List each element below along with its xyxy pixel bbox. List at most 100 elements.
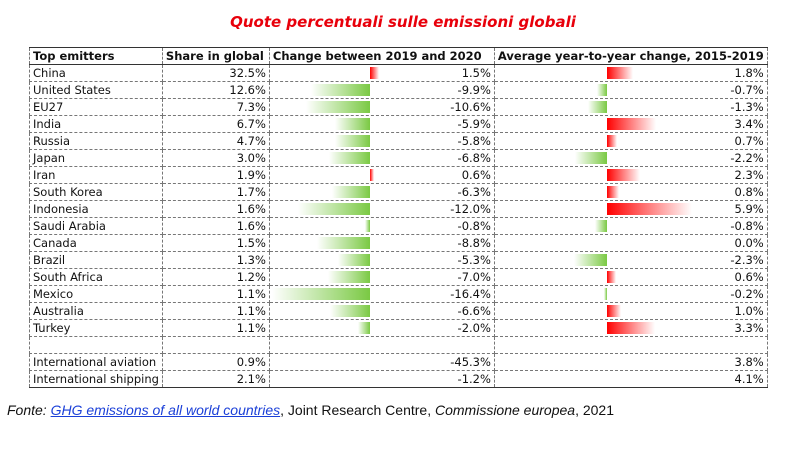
- avg-change-cell: 5.9%: [493, 200, 768, 218]
- avg-change-value: 4.1%: [493, 370, 768, 388]
- empty-cell: [29, 336, 163, 354]
- avg-change-cell: 2.3%: [493, 166, 768, 184]
- emissions-table: Top emitters Share in global Change betw…: [29, 47, 768, 388]
- emitter-name: Indonesia: [29, 200, 163, 218]
- change-cell-value: -6.3%: [457, 185, 491, 199]
- table-row: EU27 7.3% -10.6% -1.3%: [29, 98, 768, 116]
- table-row: Turkey 1.1% -2.0% 3.3%: [29, 319, 768, 337]
- share-value: 6.7%: [161, 115, 270, 133]
- negative-bar: [573, 254, 607, 266]
- share-value: 1.2%: [161, 268, 270, 286]
- change-cell-value: -5.8%: [457, 134, 491, 148]
- negative-bar: [575, 152, 607, 164]
- source-link[interactable]: GHG emissions of all world countries: [50, 402, 281, 418]
- table-row: Japan 3.0% -6.8% -2.2%: [29, 149, 768, 167]
- avg-change-cell: 1.0%: [493, 302, 768, 320]
- negative-bar: [271, 288, 370, 300]
- avg-change-cell-value: 1.0%: [734, 304, 764, 318]
- avg-change-cell-value: 1.8%: [734, 66, 764, 80]
- negative-bar: [588, 101, 607, 113]
- empty-cell: [493, 336, 768, 354]
- negative-bar: [332, 186, 370, 198]
- avg-change-cell: 3.3%: [493, 319, 768, 337]
- negative-bar: [595, 220, 607, 232]
- avg-change-cell-value: 2.3%: [734, 168, 764, 182]
- change-cell: -2.0%: [268, 319, 495, 337]
- change-cell-value: -2.0%: [457, 321, 491, 335]
- table-row: Australia 1.1% -6.6% 1.0%: [29, 302, 768, 320]
- change-cell: -16.4%: [268, 285, 495, 303]
- table-row: South Africa 1.2% -7.0% 0.6%: [29, 268, 768, 286]
- change-cell-value: -5.3%: [457, 253, 491, 267]
- avg-change-cell-value: -0.2%: [730, 287, 764, 301]
- share-value: 7.3%: [161, 98, 270, 116]
- share-value: 12.6%: [161, 81, 270, 99]
- header-top-emitters: Top emitters: [29, 47, 163, 65]
- change-cell: -5.8%: [268, 132, 495, 150]
- negative-bar: [338, 254, 370, 266]
- change-cell: -8.8%: [268, 234, 495, 252]
- avg-change-cell: -1.3%: [493, 98, 768, 116]
- share-value: 1.6%: [161, 200, 270, 218]
- share-value: 0.9%: [161, 353, 270, 371]
- change-cell: -5.9%: [268, 115, 495, 133]
- change-cell: -6.8%: [268, 149, 495, 167]
- change-cell-value: -12.0%: [450, 202, 491, 216]
- emitter-name: Turkey: [29, 319, 163, 337]
- avg-change-cell-value: -2.2%: [730, 151, 764, 165]
- avg-change-cell-value: 3.4%: [734, 117, 764, 131]
- emitter-name: Mexico: [29, 285, 163, 303]
- table-row: India 6.7% -5.9% 3.4%: [29, 115, 768, 133]
- change-cell-value: -7.0%: [457, 270, 491, 284]
- header-row: Top emitters Share in global Change betw…: [29, 47, 768, 65]
- table-row: Canada 1.5% -8.8% 0.0%: [29, 234, 768, 252]
- positive-bar: [606, 322, 655, 334]
- emitter-name: Canada: [29, 234, 163, 252]
- share-value: 1.6%: [161, 217, 270, 235]
- negative-bar: [310, 84, 370, 96]
- avg-change-value: 3.8%: [493, 353, 768, 371]
- avg-change-cell-value: -0.7%: [730, 83, 764, 97]
- negative-bar: [335, 135, 370, 147]
- positive-bar: [606, 203, 693, 215]
- negative-bar: [604, 288, 607, 300]
- negative-bar: [317, 237, 370, 249]
- header-change: Change between 2019 and 2020: [268, 47, 495, 65]
- avg-change-cell-value: -2.3%: [730, 253, 764, 267]
- table-row: Russia 4.7% -5.8% 0.7%: [29, 132, 768, 150]
- change-cell: 1.5%: [268, 64, 495, 82]
- avg-change-cell: 3.4%: [493, 115, 768, 133]
- table-row: South Korea 1.7% -6.3% 0.8%: [29, 183, 768, 201]
- positive-bar: [369, 67, 379, 79]
- empty-cell: [161, 336, 270, 354]
- change-value: -1.2%: [268, 370, 495, 388]
- avg-change-cell-value: -0.8%: [730, 219, 764, 233]
- avg-change-cell: -0.2%: [493, 285, 768, 303]
- source-mid: , Joint Research Centre,: [280, 402, 435, 418]
- negative-bar: [297, 203, 370, 215]
- avg-change-cell: 0.8%: [493, 183, 768, 201]
- empty-cell: [268, 336, 495, 354]
- emitter-name: EU27: [29, 98, 163, 116]
- positive-bar: [606, 67, 634, 79]
- emitter-name: Australia: [29, 302, 163, 320]
- avg-change-cell-value: 5.9%: [734, 202, 764, 216]
- positive-bar: [606, 186, 619, 198]
- avg-change-cell: -2.2%: [493, 149, 768, 167]
- avg-change-cell: 0.0%: [493, 234, 768, 252]
- change-cell: -7.0%: [268, 268, 495, 286]
- emitter-name: South Africa: [29, 268, 163, 286]
- positive-bar: [606, 135, 618, 147]
- emitter-name: Brazil: [29, 251, 163, 269]
- avg-change-cell-value: 0.0%: [734, 236, 764, 250]
- positive-bar: [369, 169, 374, 181]
- change-cell-value: 0.6%: [461, 168, 491, 182]
- emitter-name: India: [29, 115, 163, 133]
- emitter-name: Saudi Arabia: [29, 217, 163, 235]
- positive-bar: [606, 118, 657, 130]
- table-row: Iran 1.9% 0.6% 2.3%: [29, 166, 768, 184]
- avg-change-cell-value: 3.3%: [734, 321, 764, 335]
- emitter-name: United States: [29, 81, 163, 99]
- table-row: International shipping 2.1% -1.2% 4.1%: [29, 370, 768, 388]
- change-cell: -12.0%: [268, 200, 495, 218]
